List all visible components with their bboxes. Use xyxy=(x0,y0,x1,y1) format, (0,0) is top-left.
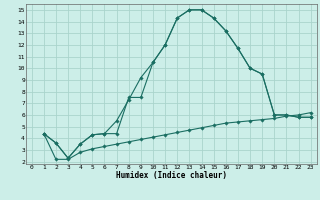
X-axis label: Humidex (Indice chaleur): Humidex (Indice chaleur) xyxy=(116,171,227,180)
